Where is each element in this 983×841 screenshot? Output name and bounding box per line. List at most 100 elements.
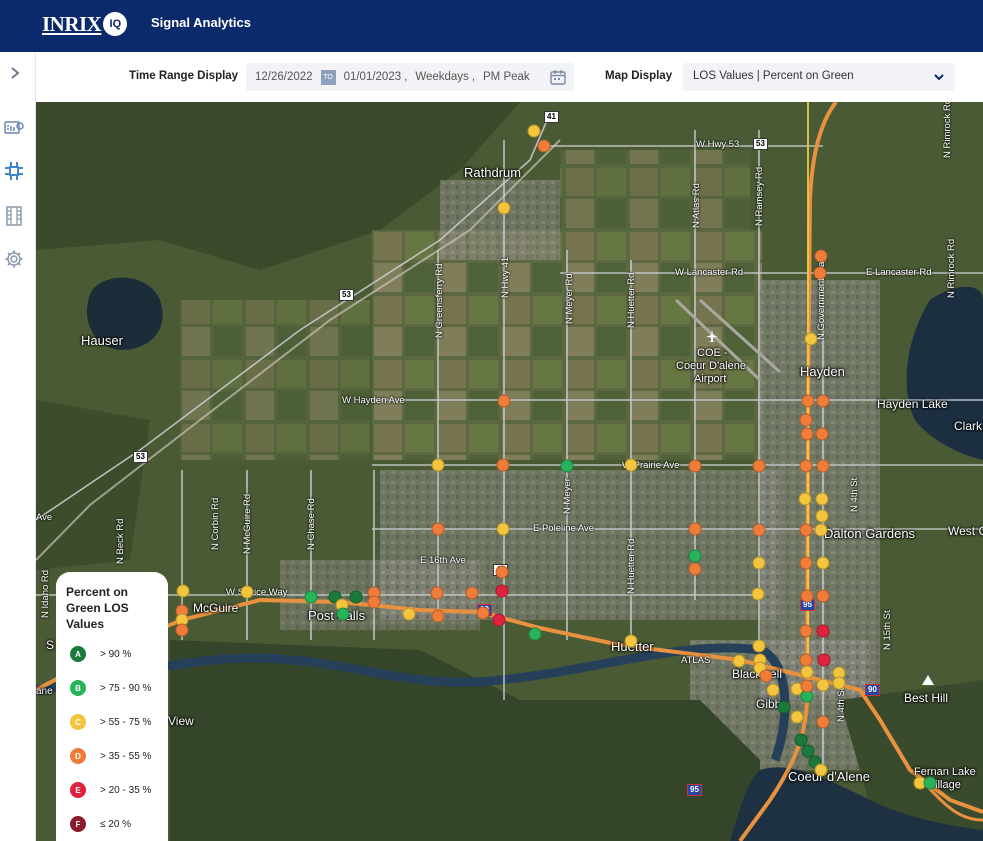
signal-marker-a[interactable]	[801, 744, 815, 758]
signal-marker-d[interactable]	[688, 459, 702, 473]
signal-marker-d[interactable]	[799, 523, 813, 537]
settings-icon[interactable]	[4, 249, 24, 269]
signal-marker-d[interactable]	[497, 394, 511, 408]
signal-network-icon[interactable]	[4, 161, 24, 181]
signal-marker-d[interactable]	[688, 522, 702, 536]
signal-marker-d[interactable]	[816, 459, 830, 473]
signal-marker-a[interactable]	[794, 733, 808, 747]
legend-item-a: A > 90 %	[70, 646, 131, 662]
signal-marker-c[interactable]	[497, 201, 511, 215]
signal-marker-b[interactable]	[336, 607, 350, 621]
legend-item-b: B > 75 - 90 %	[70, 680, 151, 696]
signal-marker-c[interactable]	[496, 522, 510, 536]
legend-item-d: D > 35 - 55 %	[70, 748, 151, 764]
logo-badge: IQ	[103, 12, 128, 36]
signal-marker-d[interactable]	[813, 266, 827, 280]
signal-marker-c[interactable]	[431, 458, 445, 472]
signal-marker-e[interactable]	[492, 613, 506, 627]
signal-marker-c[interactable]	[752, 639, 766, 653]
signal-marker-d[interactable]	[759, 669, 773, 683]
time-range-picker[interactable]: 12/26/2022 TO 01/01/2023 , Weekdays , PM…	[246, 63, 574, 91]
signal-marker-e[interactable]	[817, 653, 831, 667]
signal-marker-d[interactable]	[815, 427, 829, 441]
legend-grade-badge: A	[70, 646, 86, 662]
road-label: N Rimrock Rd	[942, 102, 953, 158]
signal-marker-b[interactable]	[560, 459, 574, 473]
app-header: INRIX IQ Signal Analytics	[0, 0, 983, 52]
signal-marker-b[interactable]	[528, 627, 542, 641]
signal-marker-c[interactable]	[800, 665, 814, 679]
corridor-icon[interactable]	[4, 206, 24, 226]
signal-marker-d[interactable]	[799, 556, 813, 570]
signal-marker-c[interactable]	[402, 607, 416, 621]
signal-marker-c[interactable]	[527, 124, 541, 138]
signal-marker-d[interactable]	[799, 413, 813, 427]
calendar-icon[interactable]	[550, 69, 566, 85]
signal-marker-c[interactable]	[790, 710, 804, 724]
map-display-select[interactable]: LOS Values | Percent on Green	[683, 63, 955, 91]
road-label: N 4th St	[836, 687, 847, 722]
signal-marker-c[interactable]	[751, 587, 765, 601]
signal-marker-d[interactable]	[800, 589, 814, 603]
signal-marker-c[interactable]	[816, 556, 830, 570]
signal-marker-a[interactable]	[777, 700, 791, 714]
signal-marker-c[interactable]	[815, 509, 829, 523]
map-view[interactable]: Rathdrum Hauser Hayden Hayden Lake Clark…	[36, 102, 983, 841]
signal-marker-c[interactable]	[766, 683, 780, 697]
signal-marker-d[interactable]	[688, 562, 702, 576]
route-shield: 53	[753, 138, 768, 150]
signal-marker-d[interactable]	[431, 522, 445, 536]
road-label: N McGuire Rd	[242, 493, 253, 554]
road-label: W Prairie Ave	[622, 460, 680, 471]
signal-marker-d[interactable]	[476, 606, 490, 620]
signal-marker-c[interactable]	[804, 332, 818, 346]
signal-marker-c[interactable]	[752, 556, 766, 570]
signal-marker-c[interactable]	[814, 763, 828, 777]
dashboard-icon[interactable]	[4, 118, 24, 138]
signal-marker-d[interactable]	[537, 139, 551, 153]
day-type: Weekdays	[415, 71, 469, 83]
signal-marker-e[interactable]	[495, 584, 509, 598]
signal-marker-d[interactable]	[816, 394, 830, 408]
signal-marker-d[interactable]	[175, 623, 189, 637]
signal-marker-d[interactable]	[816, 589, 830, 603]
signal-marker-d[interactable]	[430, 586, 444, 600]
signal-marker-d[interactable]	[799, 624, 813, 638]
signal-marker-d[interactable]	[465, 586, 479, 600]
signal-marker-b[interactable]	[304, 590, 318, 604]
signal-marker-d[interactable]	[752, 459, 766, 473]
signal-marker-c[interactable]	[798, 492, 812, 506]
map-display-label: Map Display	[605, 70, 673, 82]
signal-marker-c[interactable]	[732, 654, 746, 668]
signal-marker-d[interactable]	[496, 458, 510, 472]
legend-grade-badge: D	[70, 748, 86, 764]
signal-marker-d[interactable]	[801, 394, 815, 408]
signal-marker-b[interactable]	[923, 776, 937, 790]
signal-marker-d[interactable]	[800, 427, 814, 441]
signal-marker-d[interactable]	[816, 715, 830, 729]
signal-marker-d[interactable]	[495, 565, 509, 579]
inrix-logo[interactable]: INRIX IQ	[42, 11, 128, 36]
signal-marker-d[interactable]	[799, 459, 813, 473]
signal-marker-c[interactable]	[814, 523, 828, 537]
signal-marker-c[interactable]	[624, 634, 638, 648]
signal-marker-c[interactable]	[624, 458, 638, 472]
signal-marker-d[interactable]	[367, 595, 381, 609]
expand-chevron-icon[interactable]	[8, 66, 22, 80]
legend-item-c: C > 55 - 75 %	[70, 714, 151, 730]
signal-marker-d[interactable]	[431, 609, 445, 623]
signal-marker-d[interactable]	[814, 249, 828, 263]
signal-marker-d[interactable]	[800, 679, 814, 693]
place-label: Hayden Lake	[877, 397, 948, 411]
signal-marker-c[interactable]	[832, 676, 846, 690]
signal-marker-c[interactable]	[815, 492, 829, 506]
signal-marker-e[interactable]	[816, 624, 830, 638]
signal-marker-c[interactable]	[176, 584, 190, 598]
signal-marker-d[interactable]	[752, 523, 766, 537]
signal-marker-c[interactable]	[816, 678, 830, 692]
signal-marker-a[interactable]	[349, 590, 363, 604]
signal-marker-b[interactable]	[688, 549, 702, 563]
signal-marker-c[interactable]	[240, 585, 254, 599]
logo-text: INRIX	[42, 11, 102, 36]
road-label: E Lancaster Rd	[866, 267, 932, 278]
